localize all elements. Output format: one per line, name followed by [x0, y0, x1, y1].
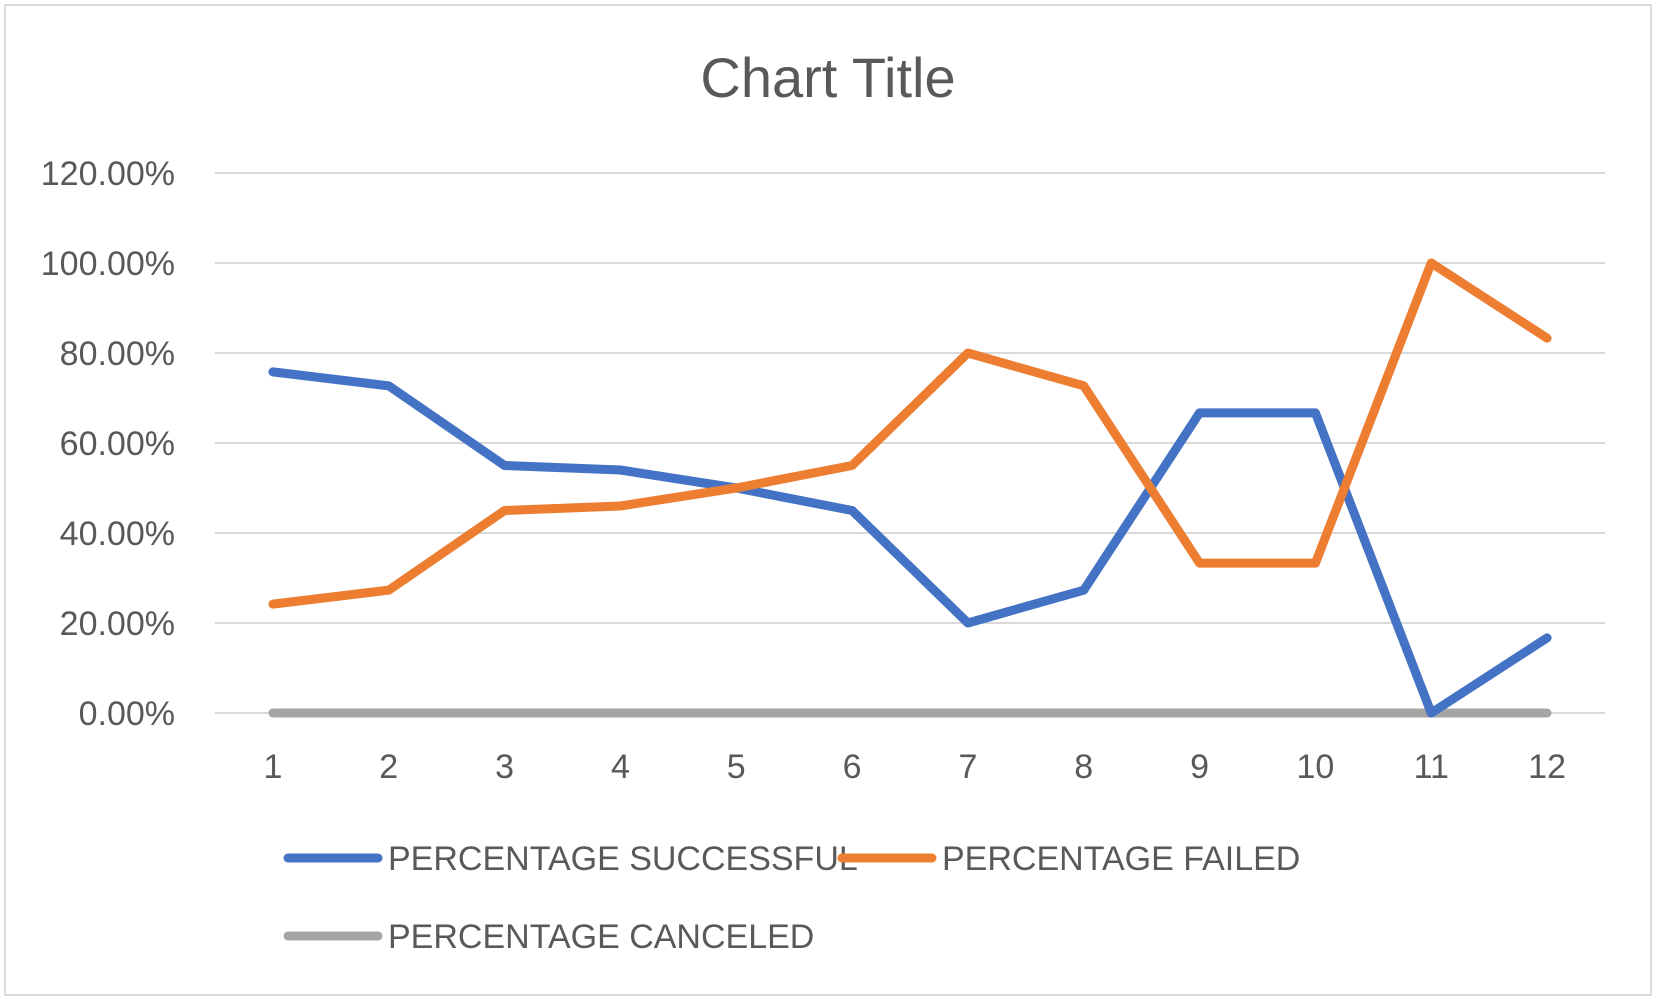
y-axis-tick-labels: 0.00% 20.00% 40.00% 60.00% 80.00% 100.00% 120.…	[41, 155, 175, 733]
x-tick-label: 5	[727, 748, 746, 786]
y-tick-label: 60.00%	[60, 425, 175, 463]
x-tick-label: 4	[611, 748, 630, 786]
chart-title: Chart Title	[700, 46, 955, 109]
series-lines	[268, 258, 1552, 718]
y-tick-label: 120.00%	[41, 155, 175, 193]
y-tick-label: 100.00%	[41, 245, 175, 283]
y-tick-label: 0.00%	[79, 695, 175, 733]
x-axis-tick-labels: 1 2 3 4 5 6 7 8 9 10 11 12	[263, 748, 1566, 786]
x-tick-label: 6	[843, 748, 862, 786]
y-tick-label: 20.00%	[60, 605, 175, 643]
legend-item-1: PERCENTAGE SUCCESSFUL	[283, 840, 858, 878]
x-tick-label: 12	[1528, 748, 1566, 786]
legend-item-3: PERCENTAGE CANCELED	[283, 918, 814, 956]
x-tick-label: 7	[958, 748, 977, 786]
x-tick-label: 3	[495, 748, 514, 786]
x-tick-label: 2	[379, 748, 398, 786]
x-tick-label: 11	[1414, 748, 1449, 786]
x-tick-label: 9	[1190, 748, 1209, 786]
series-line-2	[268, 258, 1552, 609]
x-tick-label: 1	[263, 748, 282, 786]
x-tick-label: 10	[1297, 748, 1335, 786]
legend: PERCENTAGE SUCCESSFUL PERCENTAGE FAILED PE…	[283, 840, 1300, 956]
y-tick-label: 80.00%	[60, 335, 175, 373]
y-tick-label: 40.00%	[60, 515, 175, 553]
legend-label: PERCENTAGE FAILED	[942, 840, 1300, 878]
series-line-1	[268, 367, 1552, 718]
legend-label: PERCENTAGE CANCELED	[388, 918, 814, 956]
chart-frame	[4, 4, 1652, 996]
legend-label: PERCENTAGE SUCCESSFUL	[388, 840, 858, 878]
x-tick-label: 8	[1074, 748, 1093, 786]
legend-item-2: PERCENTAGE FAILED	[837, 840, 1300, 878]
